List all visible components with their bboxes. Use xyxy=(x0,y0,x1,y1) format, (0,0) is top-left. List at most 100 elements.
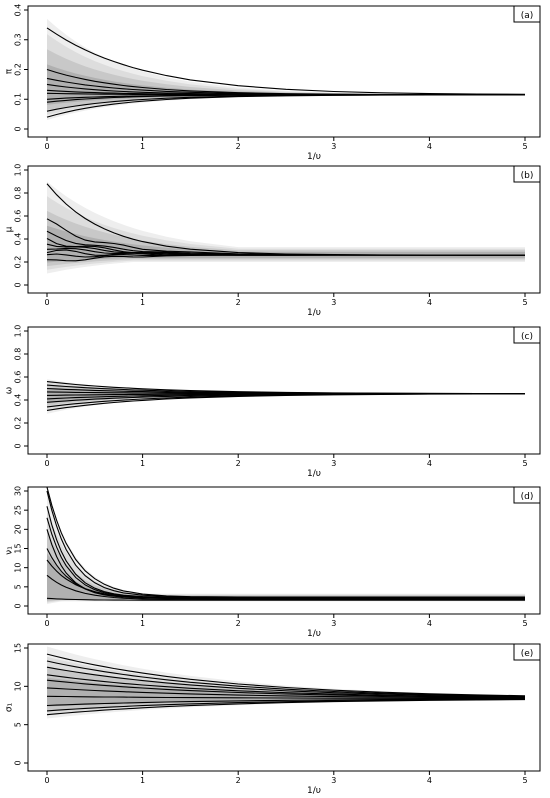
y-tick-label: 0.1 xyxy=(14,93,23,106)
y-tick-label: 15 xyxy=(14,643,23,653)
series-line-4 xyxy=(46,529,525,599)
y-tick-label: 10 xyxy=(14,681,23,691)
x-tick-label: 3 xyxy=(331,142,336,151)
x-tick-label: 0 xyxy=(44,776,49,785)
y-tick-label: 1.0 xyxy=(14,325,23,338)
panel-frame xyxy=(27,5,541,138)
panel-label-text: (e) xyxy=(521,649,534,659)
series-line-4 xyxy=(46,679,526,699)
x-tick-label: 4 xyxy=(427,459,432,468)
y-tick-label: 0.4 xyxy=(14,233,23,246)
panel-label: (e) xyxy=(513,643,541,661)
y-tick-label: 0.4 xyxy=(14,394,23,407)
x-tick-label: 0 xyxy=(44,142,49,151)
y-tick-label: 0.2 xyxy=(14,63,23,76)
series-line-8 xyxy=(46,597,525,601)
plot-area xyxy=(46,18,526,121)
x-tick-label: 5 xyxy=(522,459,527,468)
y-tick-label: 0 xyxy=(14,443,23,448)
y-tick-label: 0 xyxy=(14,760,23,765)
series-line-9 xyxy=(46,94,526,118)
panel-label-text: (a) xyxy=(521,11,534,21)
series-line-8 xyxy=(46,254,525,262)
x-tick-label: 3 xyxy=(331,298,336,307)
panel-label-text: (d) xyxy=(521,492,534,502)
y-tick-label: 30 xyxy=(14,486,23,496)
y-axis-label: π xyxy=(5,68,15,74)
series-line-9 xyxy=(46,699,526,716)
panel-label-text: (b) xyxy=(521,171,534,181)
y-axis-label: μ xyxy=(5,226,15,232)
series-line-0 xyxy=(46,27,526,95)
series-line-1 xyxy=(46,660,526,697)
x-tick-label: 0 xyxy=(44,619,49,628)
panel-0: (a) 0 0.1 0.2 0.3 0.4 π 0 1 2 3 4 5 1/υ xyxy=(5,4,541,162)
y-tick-label: 0.3 xyxy=(14,33,23,46)
x-tick-label: 4 xyxy=(427,298,432,307)
x-axis-label: 1/υ xyxy=(307,469,321,479)
y-tick-label: 0 xyxy=(14,282,23,287)
y-tick-label: 0.2 xyxy=(14,256,23,269)
x-tick-label: 4 xyxy=(427,619,432,628)
x-tick-label: 3 xyxy=(331,619,336,628)
x-tick-label: 2 xyxy=(236,776,241,785)
band-0 xyxy=(47,18,525,121)
x-tick-label: 5 xyxy=(522,619,527,628)
x-axis-label: 1/υ xyxy=(307,152,321,162)
x-tick-label: 1 xyxy=(140,298,145,307)
y-tick-label: 0 xyxy=(14,603,23,608)
y-tick-label: 20 xyxy=(14,524,23,534)
x-tick-label: 1 xyxy=(140,142,145,151)
panel-2: (c) 0 0.2 0.4 0.6 0.8 1.0 ω 0 1 2 3 4 5 1/υ xyxy=(5,325,541,479)
y-tick-label: 1.0 xyxy=(14,164,23,177)
y-tick-label: 0.8 xyxy=(14,348,23,361)
panel-3: (d) 0 5 10 15 20 25 30 ν₁ 0 1 2 3 4 5 1/υ xyxy=(5,486,541,639)
x-tick-label: 3 xyxy=(331,459,336,468)
panel-1: (b) 0 0.2 0.4 0.6 0.8 1.0 μ 0 1 2 3 4 5 1/υ xyxy=(5,164,541,318)
x-tick-label: 2 xyxy=(236,142,241,151)
series-line-3 xyxy=(46,517,525,599)
y-tick-label: 0 xyxy=(14,126,23,131)
y-tick-label: 0.4 xyxy=(14,4,23,17)
x-tick-label: 2 xyxy=(236,619,241,628)
y-axis-label: σ₁ xyxy=(5,702,15,712)
y-tick-label: 25 xyxy=(14,505,23,515)
x-tick-label: 2 xyxy=(236,298,241,307)
series-line-1 xyxy=(46,490,525,598)
series-line-6 xyxy=(46,559,525,600)
x-tick-label: 2 xyxy=(236,459,241,468)
y-tick-label: 0.2 xyxy=(14,417,23,430)
plot-area xyxy=(46,646,526,719)
panel-4: (e) 0 5 10 15 σ₁ 0 1 2 3 4 5 1/υ xyxy=(5,643,541,796)
plot-area xyxy=(46,181,525,274)
y-tick-label: 15 xyxy=(14,543,23,553)
panel-label: (a) xyxy=(513,5,541,23)
panel-label: (c) xyxy=(513,326,541,344)
y-axis-label: ω xyxy=(5,387,15,395)
band-1 xyxy=(47,34,525,115)
x-tick-label: 1 xyxy=(140,776,145,785)
x-tick-label: 5 xyxy=(522,142,527,151)
x-tick-label: 5 xyxy=(522,298,527,307)
panel-label-text: (c) xyxy=(521,332,533,342)
y-tick-label: 5 xyxy=(14,584,23,589)
x-tick-label: 3 xyxy=(331,776,336,785)
x-tick-label: 4 xyxy=(427,776,432,785)
panel-frame xyxy=(27,643,541,772)
y-axis-label: ν₁ xyxy=(5,546,15,555)
y-tick-label: 10 xyxy=(14,563,23,573)
x-tick-label: 0 xyxy=(44,459,49,468)
panel-frame xyxy=(27,165,541,294)
x-axis-label: 1/υ xyxy=(307,629,321,639)
series-line-8 xyxy=(46,393,526,411)
series-line-3 xyxy=(46,674,526,698)
x-tick-label: 4 xyxy=(427,142,432,151)
x-tick-label: 1 xyxy=(140,459,145,468)
panel-label: (b) xyxy=(513,165,541,183)
y-tick-label: 0.6 xyxy=(14,371,23,384)
series-line-6 xyxy=(46,695,526,700)
y-tick-label: 0.8 xyxy=(14,187,23,200)
band-0 xyxy=(47,487,525,605)
series-line-2 xyxy=(46,506,525,599)
